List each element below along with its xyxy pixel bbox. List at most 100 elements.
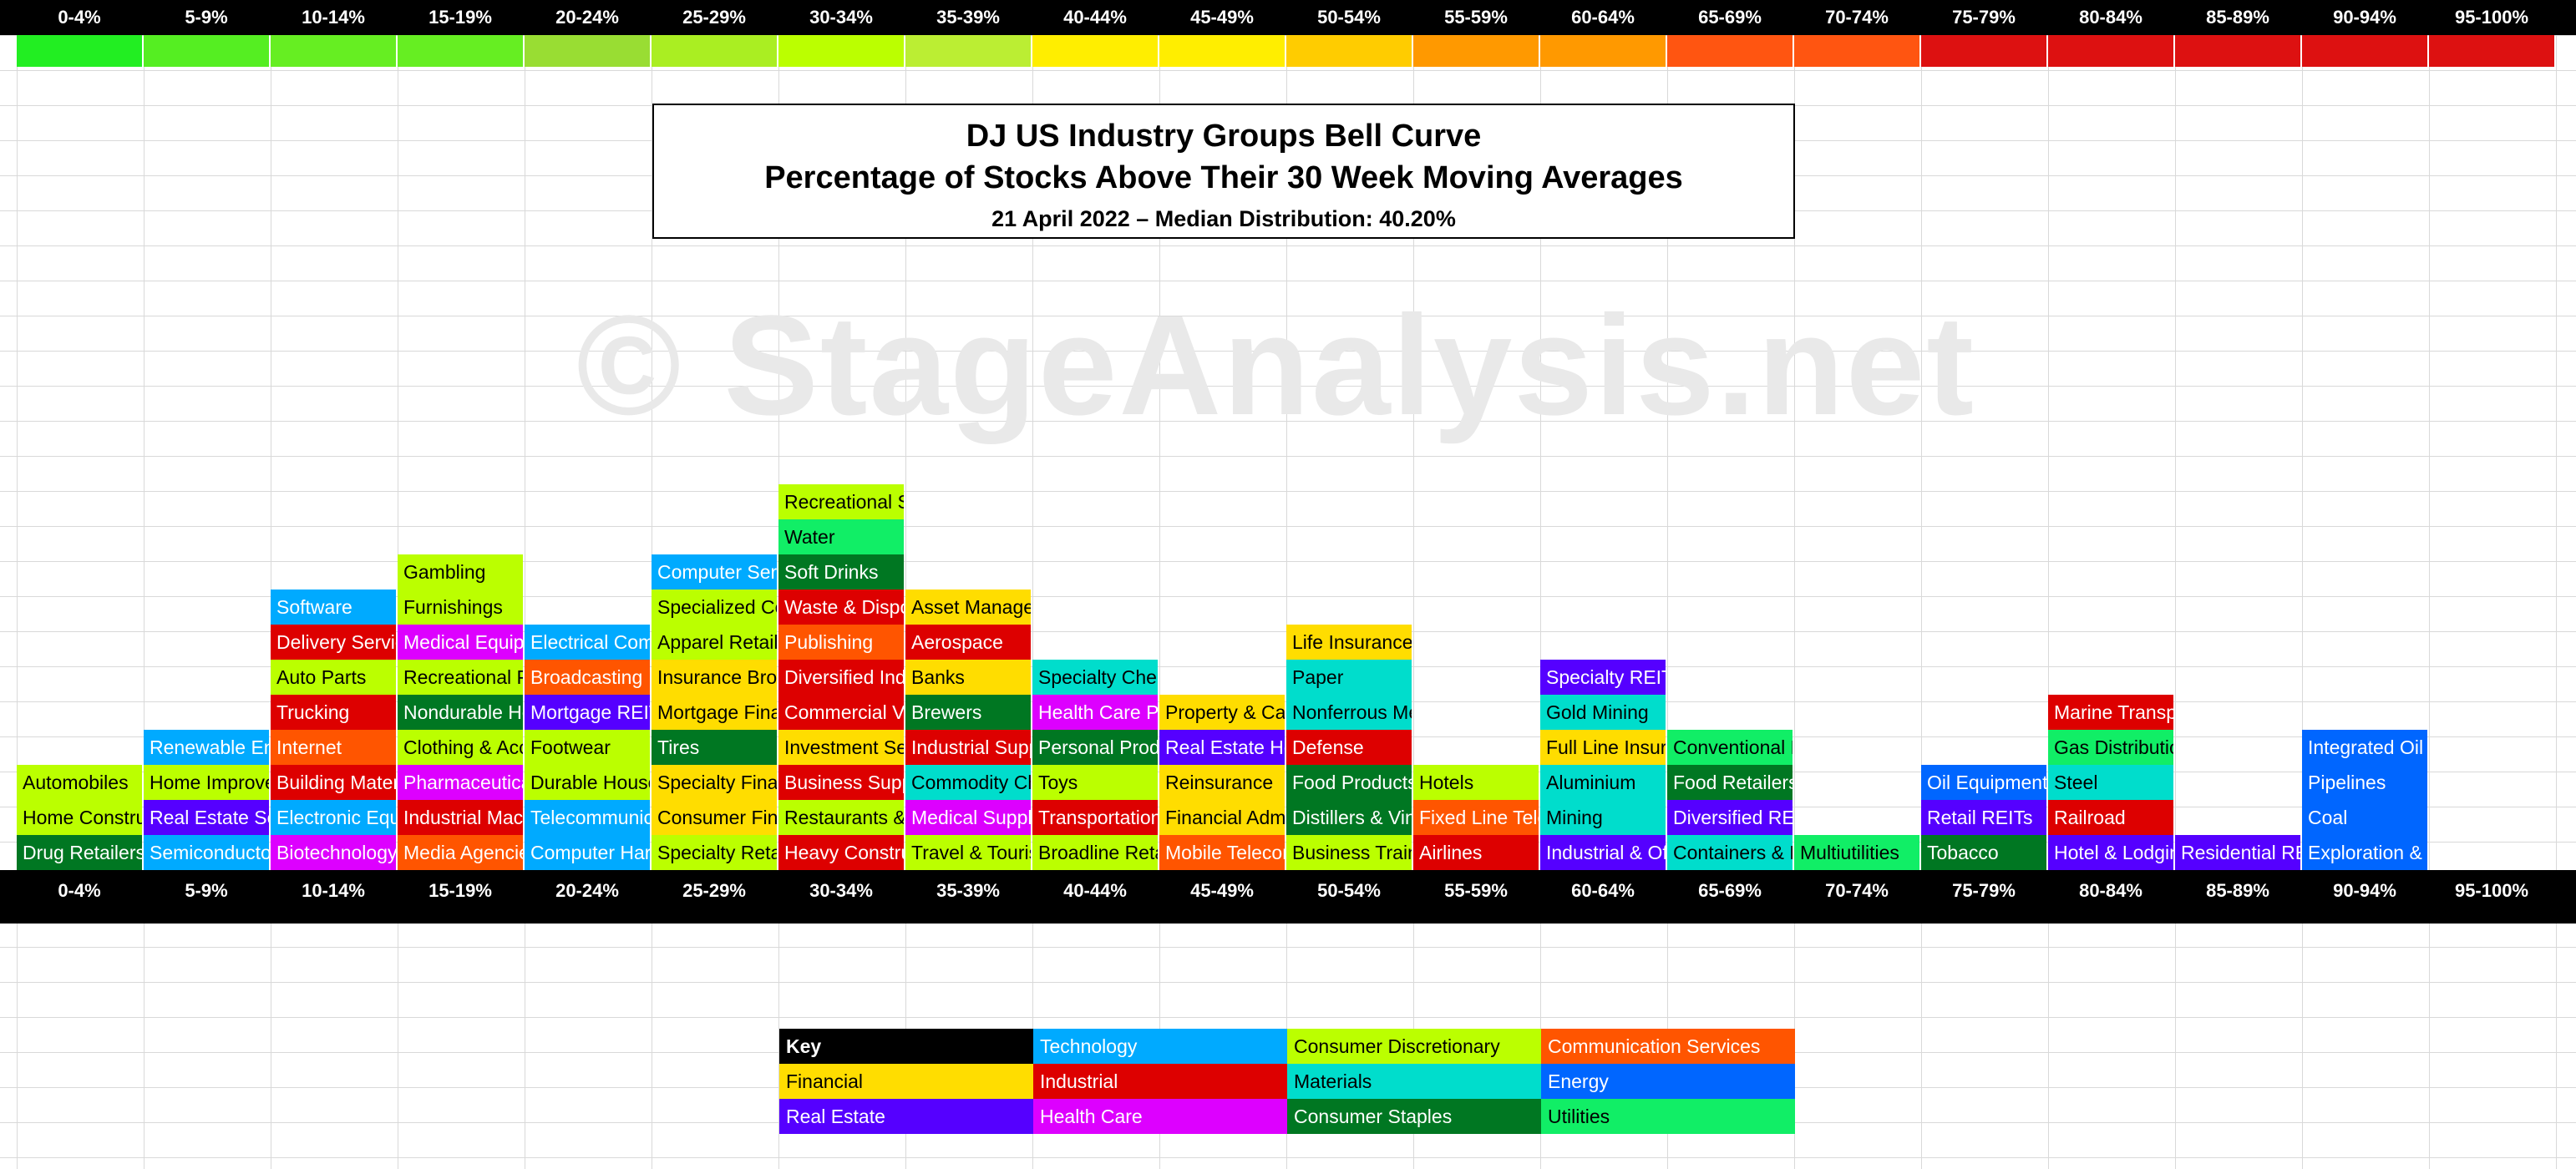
industry-group-cell: Coal [2302,800,2427,835]
industry-group-cell: Building Materials [271,765,396,800]
bin-header-bottom: 0-4% [58,880,101,901]
chart-caption: 21 April 2022 – Median Distribution: 40.… [991,206,1456,231]
industry-group-cell: Tires [652,730,777,765]
industry-group-cell: Reinsurance [1159,765,1285,800]
industry-group-cell: Trucking [271,695,396,730]
key-sector: Utilities [1541,1099,1795,1134]
industry-group-cell: Diversified Industrials [778,660,904,695]
industry-group-cell: Nondurable Household Products [398,695,523,730]
bin-header-top: 30-34% [809,7,873,28]
bin-header-bottom: 85-89% [2206,880,2269,901]
bin-color-bar [1794,35,1919,67]
industry-group-cell: Broadline Retailers [1032,835,1158,870]
bin-header-top: 55-59% [1444,7,1508,28]
bin-header-top: 85-89% [2206,7,2269,28]
header-band-top [0,0,2576,35]
industry-group-cell: Insurance Brokers [652,660,777,695]
bin-header-top: 60-64% [1571,7,1635,28]
industry-group-cell: Tobacco [1921,835,2046,870]
industry-group-cell: Furnishings [398,590,523,625]
industry-group-cell: Travel & Tourism [905,835,1031,870]
industry-group-cell: Soft Drinks [778,554,904,590]
bin-color-bar [1413,35,1539,67]
bin-header-top: 10-14% [302,7,365,28]
key-sector: Materials [1287,1064,1541,1099]
industry-group-cell: Specialty Retailers [652,835,777,870]
industry-group-cell: Waste & Disposal Services [778,590,904,625]
industry-group-cell: Gambling [398,554,523,590]
bin-color-bar [525,35,650,67]
industry-group-cell: Renewable Energy [144,730,269,765]
industry-group-cell: Investment Services [778,730,904,765]
industry-group-cell: Steel [2048,765,2173,800]
bin-header-bottom: 75-79% [1952,880,2016,901]
key-sector: Real Estate [779,1099,1033,1134]
industry-group-cell: Banks [905,660,1031,695]
industry-group-cell: Asset Managers [905,590,1031,625]
industry-group-cell: Electrical Components [525,625,650,660]
industry-group-cell: Exploration & Production [2302,835,2427,870]
industry-group-cell: Media Agencies [398,835,523,870]
industry-group-cell: Paper [1286,660,1412,695]
header-band-bottom [0,870,2576,924]
industry-group-cell: Industrial Machinery [398,800,523,835]
industry-group-cell: Fixed Line Telecommunications [1413,800,1539,835]
bin-header-bottom: 90-94% [2333,880,2396,901]
industry-group-cell: Pipelines [2302,765,2427,800]
industry-group-cell: Hotel & Lodging REITs [2048,835,2173,870]
key-sector: Energy [1541,1064,1795,1099]
bin-header-top: 70-74% [1825,7,1889,28]
bin-color-bar [1159,35,1285,67]
key-sector: Financial [779,1064,1033,1099]
bin-header-top: 5-9% [185,7,228,28]
bin-color-bar [1540,35,1666,67]
industry-group-cell: Restaurants & Bars [778,800,904,835]
bin-header-bottom: 20-24% [555,880,619,901]
bin-header-top: 15-19% [428,7,492,28]
industry-group-cell: Business Support Services [778,765,904,800]
bin-color-bar [1286,35,1412,67]
bin-header-top: 35-39% [936,7,1000,28]
industry-group-cell: Specialty Chemicals [1032,660,1158,695]
bin-header-top: 65-69% [1698,7,1762,28]
industry-group-cell: Medical Equipment [398,625,523,660]
industry-group-cell: Industrial & Office REITs [1540,835,1666,870]
industry-group-cell: Mining [1540,800,1666,835]
industry-group-cell: Drug Retailers [17,835,142,870]
industry-group-cell: Broadcasting [525,660,650,695]
bin-header-bottom: 70-74% [1825,880,1889,901]
title-box: DJ US Industry Groups Bell Curve Percent… [652,104,1795,239]
bin-header-bottom: 25-29% [682,880,746,901]
industry-group-cell: Water [778,519,904,554]
industry-group-cell: Electronic Equipment [271,800,396,835]
industry-group-cell: Real Estate Services [144,800,269,835]
industry-group-cell: Brewers [905,695,1031,730]
industry-group-cell: Distillers & Vintners [1286,800,1412,835]
industry-group-cell: Marine Transportation [2048,695,2173,730]
bin-color-bar [2429,35,2554,67]
bin-header-bottom: 35-39% [936,880,1000,901]
industry-group-cell: Footwear [525,730,650,765]
industry-group-cell: Containers & Packaging [1667,835,1793,870]
industry-group-cell: Gold Mining [1540,695,1666,730]
bin-color-bar [398,35,523,67]
industry-group-cell: Full Line Insurance [1540,730,1666,765]
key-sector: Health Care [1033,1099,1287,1134]
industry-group-cell: Commodity Chemicals [905,765,1031,800]
industry-group-cell: Residential REITs [2175,835,2300,870]
industry-group-cell: Retail REITs [1921,800,2046,835]
industry-group-cell: Integrated Oil & Gas [2302,730,2427,765]
key-sector: Consumer Discretionary [1287,1029,1541,1064]
industry-group-cell: Airlines [1413,835,1539,870]
industry-group-cell: Business Training [1286,835,1412,870]
bin-header-top: 0-4% [58,7,101,28]
industry-group-cell: Clothing & Accessories [398,730,523,765]
industry-group-cell: Specialty REITs [1540,660,1666,695]
industry-group-cell: Semiconductors [144,835,269,870]
industry-group-cell: Health Care Providers [1032,695,1158,730]
bin-header-top: 90-94% [2333,7,2396,28]
industry-group-cell: Home Improvement Retailers [144,765,269,800]
industry-group-cell: Railroad [2048,800,2173,835]
industry-group-cell: Mobile Telecommunications [1159,835,1285,870]
bin-header-bottom: 15-19% [428,880,492,901]
